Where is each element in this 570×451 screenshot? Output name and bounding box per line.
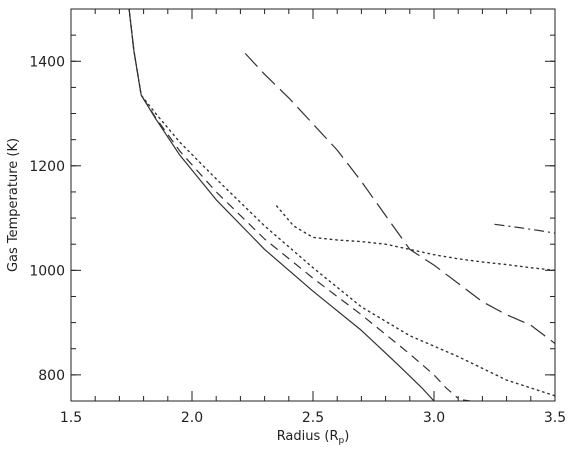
- x-axis-title: Radius (Rp): [277, 429, 350, 446]
- series-line-2-dashed: [128, 9, 459, 399]
- plot-area-frame: [70, 8, 556, 402]
- series-line-6-dotted: [276, 205, 555, 271]
- x-axis-title-subscript: p: [339, 436, 345, 446]
- x-tick-label: 3.5: [544, 410, 566, 426]
- series-group: [128, 9, 555, 401]
- x-axis-title-close: ): [344, 429, 349, 444]
- x-tick-label: 1.5: [60, 410, 82, 426]
- y-axis-title: Gas Temperature (K): [6, 138, 21, 272]
- y-tick-label: 1200: [29, 159, 65, 175]
- x-tick-label: 2.0: [181, 410, 203, 426]
- series-line-4-dotted: [128, 9, 555, 397]
- x-tick-label: 3.0: [423, 410, 445, 426]
- series-line-5-longdash: [244, 52, 555, 344]
- y-tick-label: 800: [38, 368, 65, 384]
- y-tick-label: 1000: [29, 263, 65, 279]
- ticks-group: 1.5 2.0 2.5 3.0 3.5 800 1000 1200 1400: [29, 8, 566, 426]
- series-line-7-dashdot: [494, 223, 555, 234]
- x-tick-label: 2.5: [302, 410, 324, 426]
- y-tick-label: 1400: [29, 54, 65, 70]
- series-line-1-solid: [128, 9, 435, 401]
